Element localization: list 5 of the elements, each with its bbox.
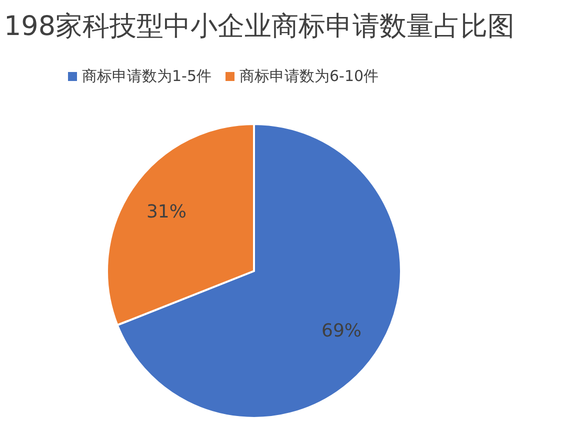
data-label: 69% — [322, 320, 362, 342]
legend-label: 商标申请数为1-5件 — [82, 67, 212, 85]
chart-title: 198家科技型中小企业商标申请数量占比图 — [4, 11, 515, 42]
legend-label: 商标申请数为6-10件 — [240, 67, 379, 85]
data-label: 31% — [146, 202, 186, 223]
